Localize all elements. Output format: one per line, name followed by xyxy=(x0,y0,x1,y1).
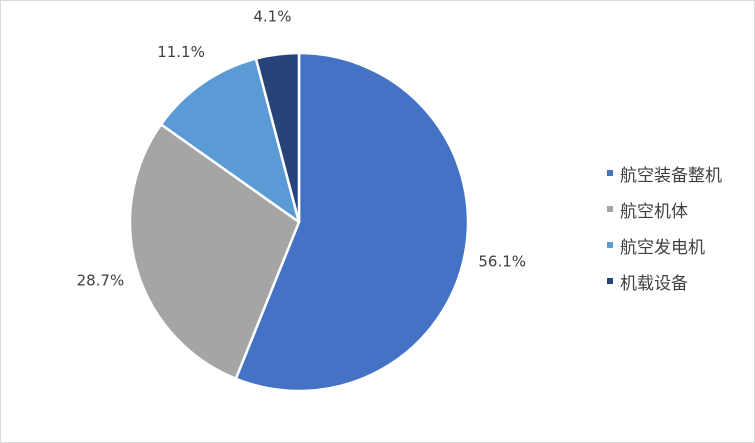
legend-label-1: 航空机体 xyxy=(620,201,688,222)
legend-label-2: 航空发电机 xyxy=(620,237,705,258)
legend-item-1: 航空机体 xyxy=(607,191,722,227)
pie-slice-0 xyxy=(234,51,470,393)
data-label-2: 11.1% xyxy=(157,43,205,61)
legend-label-3: 机载设备 xyxy=(620,273,688,294)
legend-swatch-3 xyxy=(607,278,613,284)
pie-slice-2 xyxy=(159,57,301,224)
pie-slices xyxy=(128,51,470,393)
legend-label-0: 航空装备整机 xyxy=(620,165,722,186)
legend: 航空装备整机 航空机体 航空发电机 机载设备 xyxy=(607,155,722,299)
legend-item-3: 机载设备 xyxy=(607,263,722,299)
legend-item-2: 航空发电机 xyxy=(607,227,722,263)
legend-swatch-2 xyxy=(607,242,613,248)
data-label-0: 56.1% xyxy=(478,252,526,270)
legend-item-0: 航空装备整机 xyxy=(607,155,722,191)
pie-data-labels: 56.1% 28.7% 11.1% 4.1% xyxy=(77,8,526,290)
pie-slice-1 xyxy=(128,123,301,380)
data-label-1: 28.7% xyxy=(77,271,125,289)
legend-swatch-1 xyxy=(607,206,613,212)
legend-swatch-0 xyxy=(607,170,613,176)
pie-slice-3 xyxy=(254,51,301,224)
data-label-3: 4.1% xyxy=(253,8,291,26)
